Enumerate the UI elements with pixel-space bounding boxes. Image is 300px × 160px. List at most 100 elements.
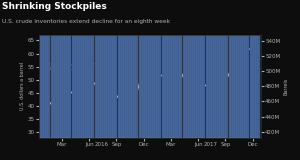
Legend: Crude supplies on 1/5/18 (M1), WTI price (L1): Crude supplies on 1/5/18 (M1), WTI price… xyxy=(41,62,110,72)
Bar xyxy=(226,0,229,138)
Bar xyxy=(46,0,48,138)
Bar xyxy=(51,0,52,138)
Text: 2016: 2016 xyxy=(95,142,109,147)
Bar xyxy=(74,0,76,138)
Bar xyxy=(105,0,107,138)
Bar xyxy=(80,0,82,138)
Bar xyxy=(145,0,147,138)
Bar xyxy=(86,0,88,138)
Bar xyxy=(109,0,111,138)
Bar xyxy=(187,0,189,138)
Bar xyxy=(113,0,116,138)
Bar xyxy=(139,0,140,138)
Bar xyxy=(172,0,174,138)
Bar xyxy=(44,0,46,138)
Bar xyxy=(116,0,118,138)
Bar xyxy=(191,0,193,138)
Bar xyxy=(193,0,195,138)
Bar xyxy=(153,0,155,138)
Bar xyxy=(170,0,172,138)
Bar xyxy=(101,0,103,138)
Bar xyxy=(235,0,237,138)
Bar xyxy=(214,0,216,138)
Bar xyxy=(155,0,157,138)
Bar xyxy=(201,0,203,138)
Bar xyxy=(134,0,136,138)
Bar xyxy=(254,0,256,138)
Bar xyxy=(107,0,109,138)
Bar xyxy=(71,0,74,138)
Bar xyxy=(143,0,145,138)
Bar xyxy=(82,0,84,138)
Bar xyxy=(195,0,197,138)
Bar xyxy=(53,0,55,138)
Bar xyxy=(176,0,178,138)
Bar xyxy=(147,0,149,138)
Bar xyxy=(57,0,59,138)
Bar xyxy=(216,0,218,138)
Bar xyxy=(42,0,44,138)
Bar xyxy=(136,0,138,138)
Bar xyxy=(174,0,176,138)
Bar xyxy=(162,0,164,138)
Bar xyxy=(61,0,63,138)
Bar xyxy=(151,0,153,138)
Text: 2017: 2017 xyxy=(204,142,218,147)
Bar xyxy=(49,0,50,138)
Bar xyxy=(90,0,92,138)
Bar xyxy=(99,0,101,138)
Bar xyxy=(224,0,226,138)
Bar xyxy=(128,0,130,138)
Bar xyxy=(243,0,245,138)
Bar xyxy=(212,0,214,138)
Bar xyxy=(168,0,170,138)
Bar xyxy=(231,0,233,138)
Bar xyxy=(256,0,258,138)
Bar xyxy=(65,0,67,138)
Bar xyxy=(222,0,224,138)
Bar xyxy=(59,0,61,138)
Bar xyxy=(126,0,128,138)
Bar xyxy=(103,0,105,138)
Bar xyxy=(84,0,86,138)
Bar xyxy=(197,0,199,138)
Bar xyxy=(189,0,191,138)
Bar xyxy=(94,0,97,138)
Bar xyxy=(182,0,184,138)
Bar xyxy=(88,0,90,138)
Bar xyxy=(78,0,80,138)
Y-axis label: U.S. dollars a barrel: U.S. dollars a barrel xyxy=(20,62,25,110)
Bar xyxy=(120,0,122,138)
Bar xyxy=(258,0,260,138)
Bar xyxy=(233,0,235,138)
Bar xyxy=(130,0,132,138)
Bar xyxy=(199,0,201,138)
Bar xyxy=(184,0,187,138)
Bar xyxy=(218,0,220,138)
Bar xyxy=(122,0,124,138)
Bar xyxy=(208,0,210,138)
Bar xyxy=(63,0,65,138)
Text: Shrinking Stockpiles: Shrinking Stockpiles xyxy=(2,2,106,11)
Bar xyxy=(210,0,212,138)
Text: U.S. crude inventories extend decline for an eighth week: U.S. crude inventories extend decline fo… xyxy=(2,19,169,24)
Bar xyxy=(180,0,182,138)
Bar xyxy=(124,0,126,138)
Bar xyxy=(76,0,78,138)
Bar xyxy=(203,0,206,138)
Bar xyxy=(220,0,222,138)
Bar xyxy=(141,0,142,138)
Bar xyxy=(132,0,134,138)
Bar xyxy=(241,0,243,138)
Bar xyxy=(160,0,161,138)
Bar xyxy=(55,0,57,138)
Bar xyxy=(164,0,166,138)
Bar xyxy=(178,0,180,138)
Bar xyxy=(206,0,208,138)
Bar xyxy=(67,0,69,138)
Bar xyxy=(149,0,151,138)
Bar xyxy=(111,0,113,138)
Bar xyxy=(229,0,231,138)
Bar xyxy=(92,0,95,138)
Bar xyxy=(69,0,71,138)
